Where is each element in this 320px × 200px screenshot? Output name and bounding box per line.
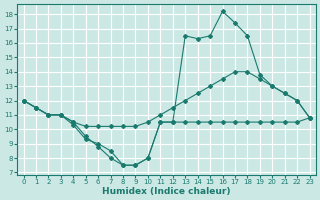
- X-axis label: Humidex (Indice chaleur): Humidex (Indice chaleur): [102, 187, 231, 196]
